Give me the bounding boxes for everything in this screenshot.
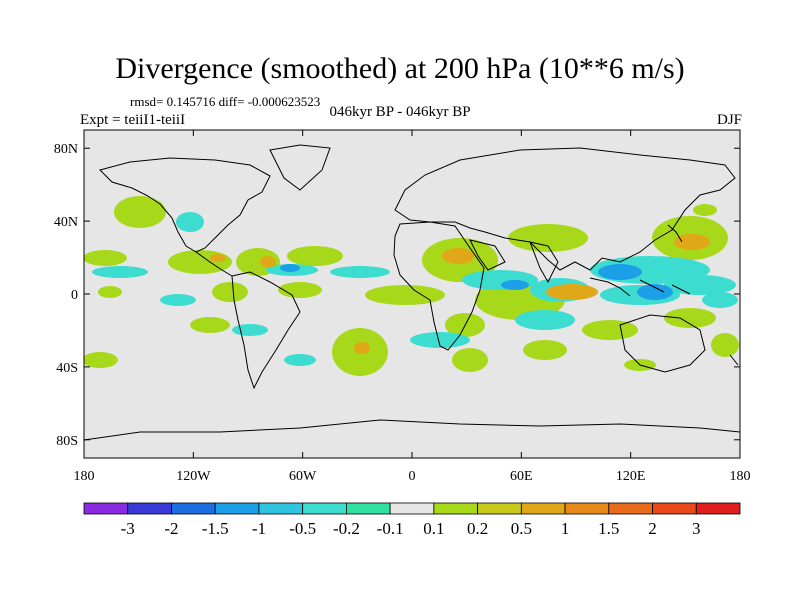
colorbar-swatch [127, 502, 172, 515]
x-axis-ticks: 180 120W 60W 0 60E 120E 180 [74, 130, 751, 484]
x-tick-label: 0 [409, 469, 416, 484]
colorbar-label: -0.5 [289, 519, 316, 538]
coastlines [84, 144, 740, 441]
colorbar-swatch [214, 502, 260, 515]
colorbar-label: 0.1 [423, 519, 444, 538]
y-tick-label: 0 [71, 288, 78, 303]
colorbar-swatch [520, 502, 566, 515]
x-tick-label: 120W [176, 469, 211, 484]
x-tick-label: 180 [730, 469, 751, 484]
colorbar-label: 3 [692, 519, 701, 538]
colorbar-swatch [608, 502, 653, 515]
colorbar-label: -1.5 [202, 519, 229, 538]
colorbar-swatch [302, 502, 347, 515]
colorbar-label: 0.5 [511, 519, 532, 538]
colorbar-label: 0.2 [467, 519, 488, 538]
colorbar-swatch [477, 502, 522, 515]
colorbar-label: 2 [648, 519, 657, 538]
colorbar-swatch [695, 502, 741, 515]
colorbar-label: -1 [252, 519, 266, 538]
y-tick-label: 80N [54, 142, 78, 157]
colorbar-label: 1.5 [598, 519, 619, 538]
x-tick-label: 60W [289, 469, 317, 484]
x-tick-label: 120E [616, 469, 646, 484]
divergence-field [84, 196, 739, 376]
colorbar-swatch [652, 502, 697, 515]
x-tick-label: 60E [510, 469, 533, 484]
season-label: DJF [716, 112, 742, 128]
colorbar-swatch [171, 502, 216, 515]
colorbar-label: -0.1 [377, 519, 404, 538]
colorbar: -3 -2 -1.5 -1 -0.5 -0.2 -0.1 0.1 0.2 0.5 1 1.5 2 3 [83, 502, 741, 538]
chart-title: Divergence (smoothed) at 200 hPa (10**6 … [115, 52, 685, 85]
colorbar-swatch [564, 502, 610, 515]
colorbar-swatch [389, 502, 435, 515]
colorbar-swatch [345, 502, 391, 515]
colorbar-label: -2 [164, 519, 178, 538]
colorbar-label: 1 [561, 519, 570, 538]
colorbar-swatch [83, 502, 129, 515]
y-tick-label: 40N [54, 215, 78, 230]
colorbar-swatch [258, 502, 304, 515]
y-tick-label: 40S [56, 361, 78, 376]
y-axis-ticks: 80N 40N 0 40S 80S [54, 142, 740, 449]
stats-text: rmsd= 0.145716 diff= -0.000623523 [130, 94, 321, 109]
colorbar-swatch [433, 502, 479, 515]
colorbar-label: -0.2 [333, 519, 360, 538]
center-subtitle: 046kyr BP - 046kyr BP [329, 104, 471, 120]
x-tick-label: 180 [74, 469, 95, 484]
y-tick-label: 80S [56, 434, 78, 449]
experiment-label: Expt = teiiI1-teiiI [80, 112, 186, 128]
colorbar-label: -3 [121, 519, 135, 538]
